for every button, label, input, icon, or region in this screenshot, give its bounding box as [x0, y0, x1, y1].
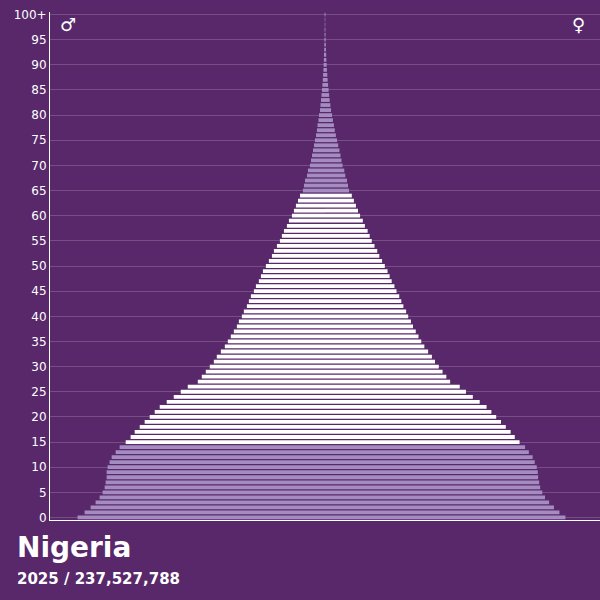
svg-text:95: 95	[31, 33, 46, 47]
svg-text:85: 85	[31, 83, 46, 97]
svg-text:55: 55	[31, 234, 46, 248]
svg-text:75: 75	[31, 133, 46, 147]
svg-text:35: 35	[31, 335, 46, 349]
svg-text:65: 65	[31, 184, 46, 198]
svg-text:5: 5	[39, 486, 47, 500]
svg-text:70: 70	[31, 159, 46, 173]
svg-text:Nigeria: Nigeria	[17, 531, 131, 564]
svg-text:10: 10	[31, 460, 46, 474]
svg-text:45: 45	[31, 284, 46, 298]
svg-text:20: 20	[31, 410, 46, 424]
svg-text:50: 50	[31, 259, 46, 273]
svg-text:25: 25	[31, 385, 46, 399]
svg-text:0: 0	[39, 511, 47, 525]
svg-text:♀: ♀	[572, 14, 585, 35]
svg-text:♂: ♂	[60, 14, 76, 35]
svg-text:80: 80	[31, 108, 46, 122]
svg-text:30: 30	[31, 360, 46, 374]
svg-text:40: 40	[31, 310, 46, 324]
svg-text:90: 90	[31, 58, 46, 72]
svg-text:60: 60	[31, 209, 46, 223]
svg-text:15: 15	[31, 435, 46, 449]
svg-text:2025 / 237,527,788: 2025 / 237,527,788	[17, 570, 180, 588]
svg-text:100+: 100+	[14, 8, 47, 22]
